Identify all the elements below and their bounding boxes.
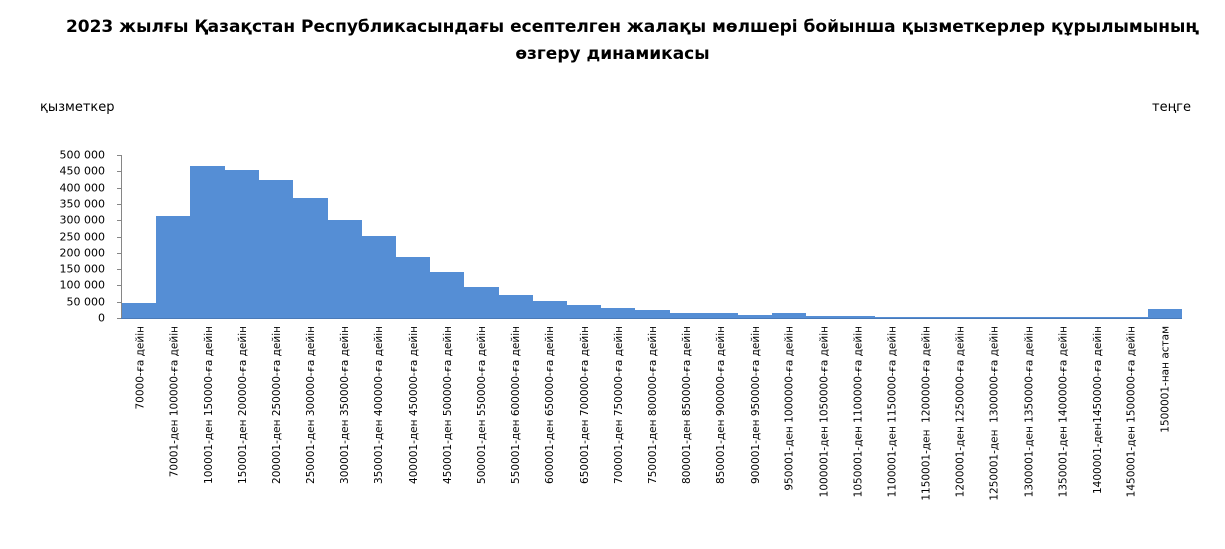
y-tick-label: 450 000 (59, 164, 106, 178)
y-tick-label: 100 000 (59, 278, 106, 292)
x-tick-label: 300001-ден 350000-ға дейін (339, 326, 352, 484)
histogram-bar (840, 316, 875, 318)
y-tick-mark (117, 237, 121, 238)
plot-area (122, 155, 1183, 318)
histogram-bar (1113, 317, 1149, 318)
y-tick-label: 350 000 (59, 197, 106, 211)
histogram-bar (874, 316, 909, 318)
x-tick-label: 70000-ға дейін (134, 326, 147, 410)
y-tick-mark (117, 253, 121, 254)
x-tick-label: 650001-ден 700000-ға дейін (578, 326, 591, 484)
x-tick-label: 500001-ден 550000-ға дейін (476, 326, 489, 484)
x-tick-label: 1000001-ден 1050000-ға дейін (817, 326, 830, 498)
histogram-bar (771, 313, 807, 318)
y-axis-line (121, 155, 122, 319)
histogram-bar (224, 170, 260, 318)
y-tick-label: 200 000 (59, 246, 106, 260)
y-tick-label: 400 000 (59, 181, 106, 195)
histogram-bar (976, 317, 1012, 318)
histogram-bar (566, 304, 602, 318)
x-tick-label: 600001-ден 650000-ға дейін (544, 326, 557, 484)
histogram-bar (1045, 317, 1080, 318)
x-tick-label: 1200001-ден 1250000-ға дейін (954, 326, 967, 498)
x-axis-line (121, 318, 1182, 319)
histogram-bar (156, 215, 191, 318)
x-tick-label: 1150001-ден 1200000-ға дейін (920, 326, 933, 501)
histogram-bar (122, 302, 157, 318)
x-tick-label: 1500001-нан астам (1159, 326, 1172, 433)
x-tick-label: 950001-ден 1000000-ға дейін (783, 326, 796, 491)
y-tick-mark (117, 171, 121, 172)
histogram-bar (908, 317, 944, 318)
x-tick-label: 200001-ден 250000-ға дейін (270, 326, 283, 484)
histogram-bar (190, 165, 226, 318)
histogram-bar (634, 309, 670, 318)
x-axis-tick-labels: 70000-ға дейін 70001-ден 100000-ға дейін 1… (122, 326, 1182, 536)
y-tick-label: 300 000 (59, 213, 106, 227)
chart-title-line-1: 2023 жылғы Қазақстан Республикасындағы е… (65, 17, 1200, 37)
x-tick-label: 850001-ден 900000-ға дейін (715, 326, 728, 484)
y-tick-mark (117, 188, 121, 189)
x-tick-label: 1300001-ден 1350000-ға дейін (1023, 326, 1036, 498)
y-tick-label: 150 000 (59, 262, 106, 276)
y-tick-label: 250 000 (59, 230, 106, 243)
x-tick-label: 70001-ден 100000-ға дейін (168, 326, 181, 478)
x-tick-label: 450001-ден 500000-ға дейін (441, 326, 454, 484)
histogram-bar (1147, 308, 1183, 318)
x-tick-label: 100001-ден 150000-ға дейін (202, 326, 215, 484)
y-axis-tick-labels: 500 000 450 000 400 000 350 000 300 000 250 0… (30, 0, 106, 549)
x-tick-label: 1250001-ден 1300000-ға дейін (988, 326, 1001, 501)
y-tick-mark (117, 220, 121, 221)
y-tick-label: 0 (98, 311, 105, 325)
histogram-bar (737, 315, 773, 318)
y-tick-mark (117, 285, 121, 286)
x-tick-label: 350001-ден 400000-ға дейін (373, 326, 386, 484)
histogram-bar (429, 272, 465, 318)
x-tick-label: 750001-ден 800000-ға дейін (647, 326, 659, 484)
histogram-bar (361, 235, 397, 318)
histogram-bar (327, 219, 362, 318)
histogram-bar (600, 308, 636, 318)
y-tick-mark (117, 302, 121, 303)
x-tick-label: 150001-ден 200000-ға дейін (236, 326, 249, 484)
histogram-bar (395, 257, 431, 318)
x-tick-label: 550001-ден 600000-ға дейін (510, 326, 523, 484)
histogram-bar (669, 313, 704, 318)
x-tick-label: 800001-ден 850000-ға дейін (681, 326, 694, 484)
x-tick-label: 400001-ден 450000-ға дейін (407, 326, 420, 484)
x-tick-label: 700001-ден 750000-ға дейін (612, 326, 625, 484)
histogram-bar (498, 294, 533, 318)
y-tick-label: 500 000 (59, 148, 106, 162)
y-tick-mark (117, 318, 121, 319)
histogram-bar (942, 317, 978, 318)
chart-title-line-2: өзгеру динамикасы (515, 44, 710, 64)
x-tick-label: 1100001-ден 1150000-ға дейін (886, 326, 899, 498)
x-tick-label: 900001-ден 950000-ға дейін (749, 326, 762, 484)
chart-title: 2023 жылғы Қазақстан Республикасындағы е… (0, 14, 1225, 68)
histogram-bar (292, 197, 328, 318)
x-tick-label: 250001-ден 300000-ға дейін (305, 326, 318, 484)
y-tick-mark (117, 269, 121, 270)
histogram-bar (1011, 317, 1046, 318)
x-tick-label: 1050001-ден 1100000-ға дейін (852, 326, 865, 498)
y-tick-mark (117, 204, 121, 205)
histogram-bar (703, 313, 738, 318)
histogram-bar (532, 300, 567, 318)
x-tick-label: 1400001-ден1450000-ға дейін (1091, 326, 1104, 494)
x-tick-label: 1350001-ден 1400000-ға дейін (1057, 326, 1070, 498)
y-tick-mark (117, 155, 121, 156)
histogram-bar (1079, 317, 1115, 318)
histogram-bar (463, 286, 499, 318)
histogram-bar (805, 316, 841, 318)
histogram-bar (258, 180, 294, 318)
x-tick-label: 1450001-ден 1500000-ға дейін (1125, 326, 1138, 498)
x-axis-unit-label: теңге (1152, 100, 1191, 115)
y-axis-label: қызметкер (40, 100, 115, 115)
y-tick-label: 50 000 (66, 295, 106, 309)
